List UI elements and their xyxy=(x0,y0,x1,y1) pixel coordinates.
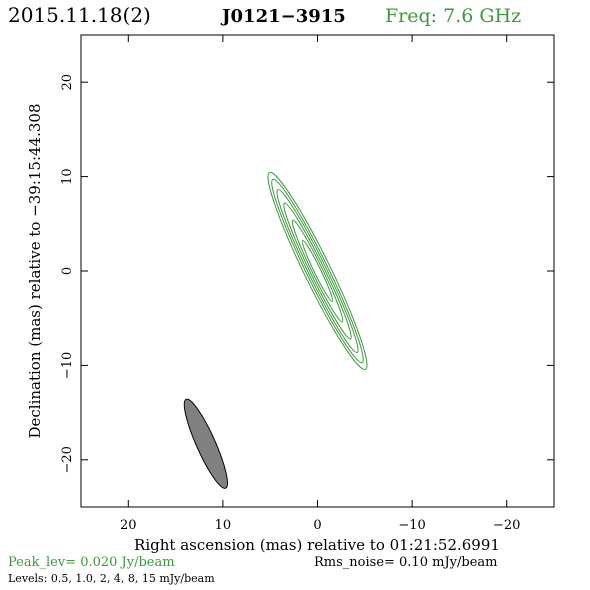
y-tick-label: 10 xyxy=(60,168,75,185)
epoch-date: 2015.11.18(2) xyxy=(8,3,151,27)
contour-level xyxy=(271,178,364,364)
y-tick-label: 20 xyxy=(60,74,75,91)
frequency-label: Freq: 7.6 GHz xyxy=(385,5,521,27)
contour-levels: Levels: 0.5, 1.0, 2, 4, 8, 15 mJy/beam xyxy=(8,572,215,585)
contour-level xyxy=(301,239,334,303)
contour-level xyxy=(267,171,368,371)
x-tick-label: 10 xyxy=(215,518,232,533)
axis-ticks xyxy=(81,35,554,507)
x-tick-label: −10 xyxy=(398,518,425,533)
contour-group xyxy=(267,171,368,371)
beam-group xyxy=(183,398,228,489)
y-axis-label: Declination (mas) relative to −39:15:44.… xyxy=(26,103,44,438)
x-tick-label: −20 xyxy=(493,518,520,533)
contour-level xyxy=(283,202,352,340)
rms-noise: Rms_noise= 0.10 mJy/beam xyxy=(314,555,497,570)
y-tick-label: −10 xyxy=(60,352,75,379)
source-name: J0121−3915 xyxy=(220,6,346,27)
contour-level xyxy=(276,188,359,354)
beam-ellipse xyxy=(183,398,228,489)
contour-level xyxy=(291,219,344,323)
y-tick-labels: 20 10 0 −10 −20 xyxy=(60,74,75,474)
y-tick-label: −20 xyxy=(60,446,75,473)
x-axis-label: Right ascension (mas) relative to 01:21:… xyxy=(134,536,500,554)
x-tick-label: 0 xyxy=(313,518,321,533)
y-tick-label: 0 xyxy=(60,267,75,275)
plot-frame xyxy=(80,34,555,508)
peak-level: Peak_lev= 0.020 Jy/beam xyxy=(8,555,175,570)
x-tick-label: 20 xyxy=(120,518,137,533)
x-tick-labels: 20 10 0 −10 −20 xyxy=(120,518,520,533)
